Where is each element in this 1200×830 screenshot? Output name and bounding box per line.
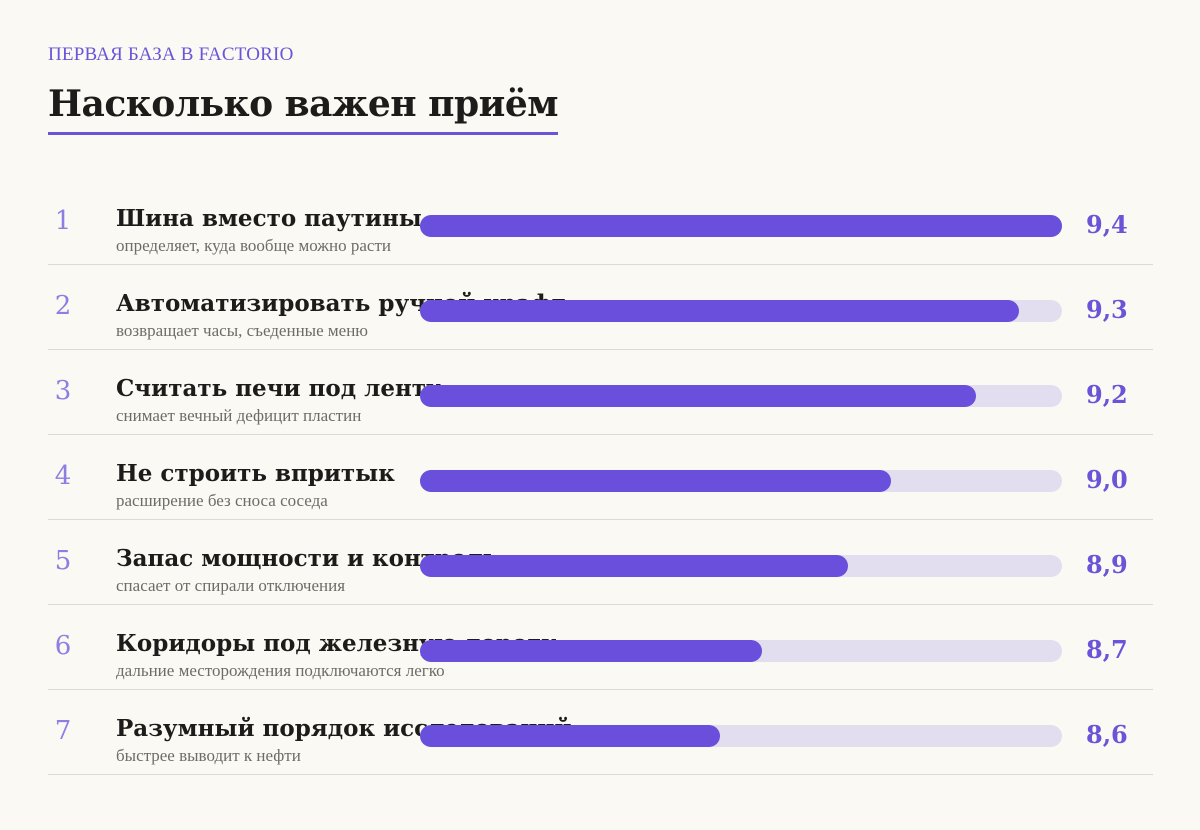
value-label: 8,6 <box>1086 720 1128 749</box>
chart-row: 1 Шина вместо паутины определяет, куда воо… <box>48 180 1153 265</box>
chart-row: 2 Автоматизировать ручной крафт возвращает… <box>48 265 1153 350</box>
ranked-bar-chart: 1 Шина вместо паутины определяет, куда воо… <box>48 180 1153 775</box>
header: ПЕРВАЯ БАЗА В FACTORIO Насколько важен п… <box>48 44 559 135</box>
page-title: Насколько важен приём <box>48 82 559 135</box>
bar <box>420 300 1019 322</box>
rank-number: 6 <box>54 631 72 661</box>
chart-row: 5 Запас мощности и контроль спасает от спи… <box>48 520 1153 605</box>
bar-track <box>420 215 1062 237</box>
value-label: 8,9 <box>1086 550 1128 579</box>
bar <box>420 470 891 492</box>
category-label: Не строить впритык <box>116 460 395 487</box>
category-subtitle: определяет, куда вообще можно расти <box>116 236 391 255</box>
bar-track <box>420 725 1062 747</box>
value-label: 8,7 <box>1086 635 1128 664</box>
rank-number: 2 <box>54 291 72 321</box>
rank-number: 3 <box>54 376 72 406</box>
bar-track <box>420 555 1062 577</box>
value-label: 9,3 <box>1086 295 1128 324</box>
bar <box>420 215 1062 237</box>
rank-number: 4 <box>54 461 72 491</box>
bar-track <box>420 385 1062 407</box>
bar <box>420 555 848 577</box>
kicker: ПЕРВАЯ БАЗА В FACTORIO <box>48 44 294 65</box>
bar <box>420 640 762 662</box>
category-subtitle: спасает от спирали отключения <box>116 576 346 595</box>
chart-row: 6 Коридоры под железную дорогу дальние мес… <box>48 605 1153 690</box>
chart-row: 3 Считать печи под ленту снимает вечный де… <box>48 350 1153 435</box>
bar <box>420 725 720 747</box>
category-subtitle: снимает вечный дефицит пластин <box>116 406 362 425</box>
chart-row: 4 Не строить впритык расширение без сноса … <box>48 435 1153 520</box>
category-subtitle: быстрее выводит к нефти <box>116 746 301 765</box>
value-label: 9,0 <box>1086 465 1128 494</box>
bar-track <box>420 470 1062 492</box>
category-subtitle: дальние месторождения подключаются легко <box>116 661 445 680</box>
rank-number: 7 <box>54 716 72 746</box>
rank-number: 5 <box>54 546 72 576</box>
bar <box>420 385 976 407</box>
chart-row: 7 Разумный порядок исследований быстрее вы… <box>48 690 1153 775</box>
bar-track <box>420 640 1062 662</box>
category-subtitle: расширение без сноса соседа <box>116 491 328 510</box>
value-label: 9,4 <box>1086 210 1128 239</box>
category-subtitle: возвращает часы, съеденные меню <box>116 321 368 340</box>
category-label: Считать печи под ленту <box>116 375 441 402</box>
bar-track <box>420 300 1062 322</box>
category-label: Шина вместо паутины <box>116 205 422 232</box>
rank-number: 1 <box>54 206 72 236</box>
value-label: 9,2 <box>1086 380 1128 409</box>
